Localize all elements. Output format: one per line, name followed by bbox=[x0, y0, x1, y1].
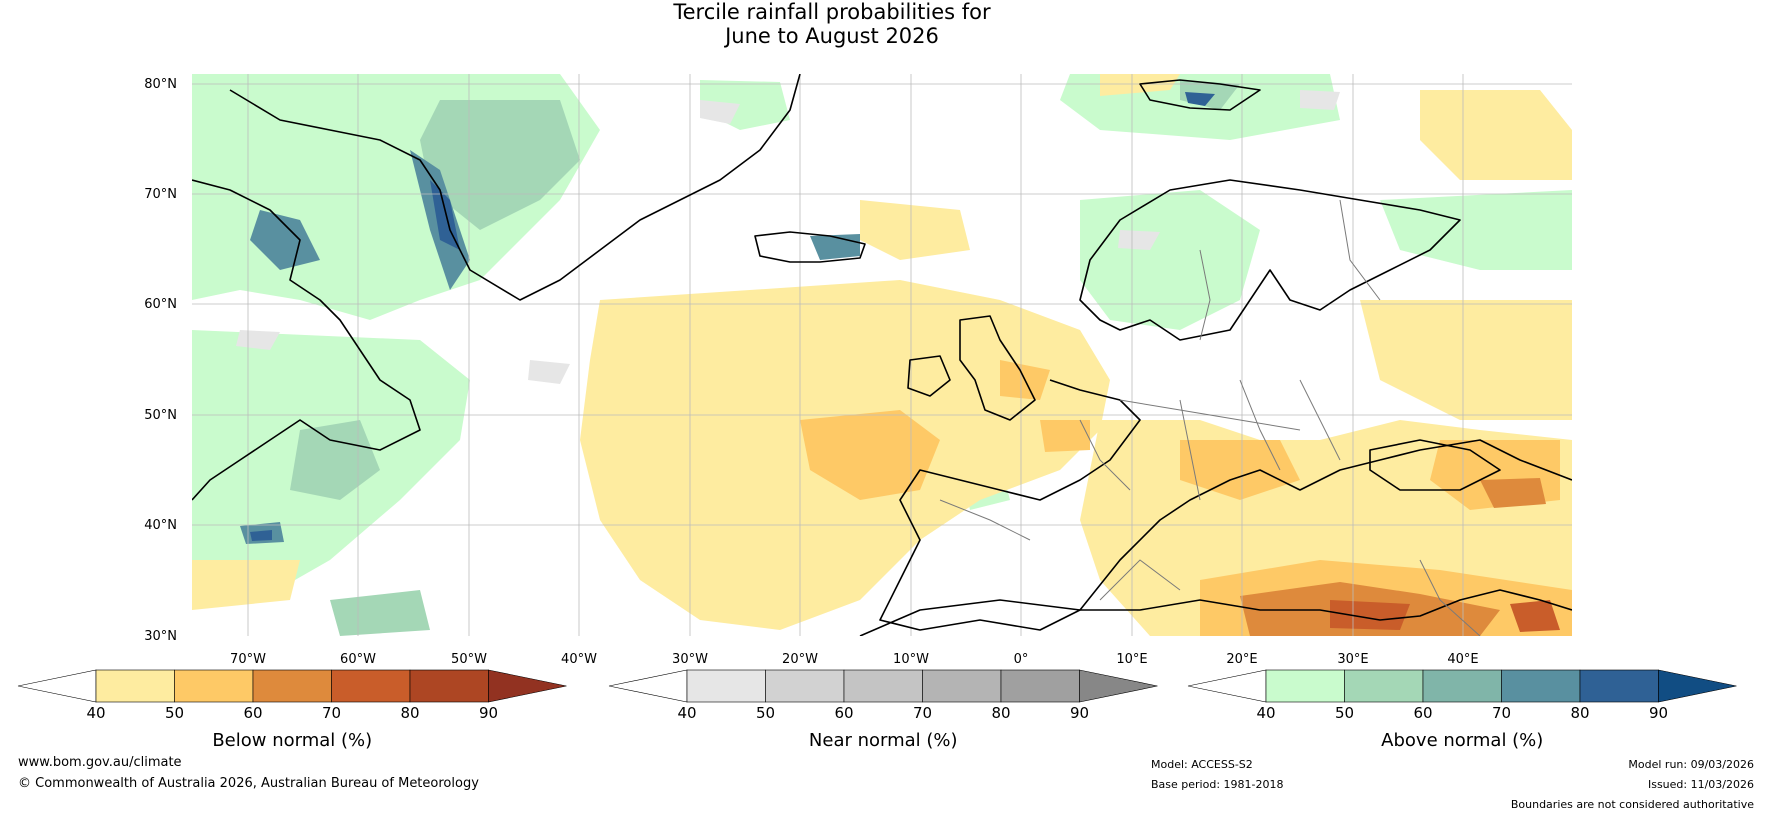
latitude-labels: 80°N 70°N 60°N 50°N 40°N 30°N bbox=[144, 77, 177, 644]
above-normal-colorbar-label: Above normal (%) bbox=[1381, 730, 1543, 751]
canada-coast bbox=[192, 179, 421, 501]
lat-label-50n: 50°N bbox=[144, 408, 177, 423]
lat-label-80n: 80°N bbox=[144, 77, 177, 92]
lat-label-60n: 60°N bbox=[144, 297, 177, 312]
lon-label-30w: 30°W bbox=[672, 652, 708, 667]
near-normal-colorbar-tick-label: 70 bbox=[913, 704, 932, 722]
above-normal-colorbar-segment bbox=[1344, 669, 1424, 703]
model-run-text: Model run: 09/03/2026 bbox=[1628, 758, 1754, 771]
graticule bbox=[192, 74, 1572, 636]
disclaimer-text: Boundaries are not considered authoritat… bbox=[1510, 798, 1754, 811]
near-normal-colorbar-segment bbox=[765, 669, 845, 703]
map-title: Tercile rainfall probabilities for June … bbox=[0, 0, 1764, 48]
uk-coast bbox=[959, 315, 1036, 421]
below-normal-colorbar-high-extension bbox=[488, 669, 567, 703]
above-normal-colorbar-tick-label: 80 bbox=[1570, 704, 1589, 722]
lon-label-70w: 70°W bbox=[230, 652, 266, 667]
below-normal-colorbar-segment bbox=[174, 669, 254, 703]
lon-label-60w: 60°W bbox=[340, 652, 376, 667]
probability-shading bbox=[192, 74, 1572, 636]
base-period-text: Base period: 1981-2018 bbox=[1151, 778, 1284, 791]
issued-text: Issued: 11/03/2026 bbox=[1647, 778, 1754, 791]
below-normal-colorbar-tick-label: 60 bbox=[243, 704, 262, 722]
near-normal-colorbar-label: Near normal (%) bbox=[809, 730, 958, 751]
iceland-coast bbox=[754, 231, 866, 263]
below-normal-colorbar-segment bbox=[252, 669, 332, 703]
lon-label-50w: 50°W bbox=[451, 652, 487, 667]
black-sea-coast bbox=[1369, 439, 1501, 491]
near-normal-colorbar-tick-label: 80 bbox=[991, 704, 1010, 722]
above-normal-strong-areas bbox=[290, 80, 1240, 636]
lat-label-70n: 70°N bbox=[144, 187, 177, 202]
above-normal-colorbar-segment bbox=[1501, 669, 1581, 703]
near-normal-colorbar-low-extension bbox=[608, 669, 688, 703]
greenland-coast bbox=[229, 74, 801, 301]
country-borders bbox=[939, 199, 1481, 636]
above-normal-colorbar-segment bbox=[1265, 669, 1345, 703]
near-normal-colorbar: 40 50 60 70 80 90 Near normal (%) bbox=[608, 669, 1158, 751]
near-normal-colorbar-segment bbox=[843, 669, 923, 703]
lon-label-20w: 20°W bbox=[782, 652, 818, 667]
svalbard-coast bbox=[1139, 79, 1261, 111]
near-normal-colorbar-tick-label: 60 bbox=[834, 704, 853, 722]
map-panel bbox=[192, 74, 1572, 636]
below-normal-colorbar-tick-label: 50 bbox=[165, 704, 184, 722]
below-normal-colorbar-tick-label: 70 bbox=[322, 704, 341, 722]
below-normal-colorbar: 40 50 60 70 80 90 Below normal (%) bbox=[17, 669, 567, 751]
near-normal-colorbar-segment bbox=[686, 669, 766, 703]
above-normal-extreme-areas bbox=[250, 92, 1215, 541]
near-normal-colorbar-high-extension bbox=[1079, 669, 1158, 703]
below-normal-colorbar-low-extension bbox=[17, 669, 97, 703]
near-normal-colorbar-tick-label: 50 bbox=[756, 704, 775, 722]
below-normal-colorbar-tick-label: 80 bbox=[400, 704, 419, 722]
above-normal-colorbar-segment bbox=[1579, 669, 1659, 703]
below-normal-colorbar-tick-label: 90 bbox=[479, 704, 498, 722]
lon-label-30e: 30°E bbox=[1337, 652, 1368, 667]
below-normal-colorbar-label: Below normal (%) bbox=[212, 730, 372, 751]
longitude-labels: 70°W 60°W 50°W 40°W 30°W 20°W 10°W 0° 10… bbox=[230, 652, 1479, 667]
near-normal-colorbar-tick-label: 90 bbox=[1070, 704, 1089, 722]
near-normal-colorbar-segment bbox=[1000, 669, 1080, 703]
above-normal-colorbar-tick-label: 40 bbox=[1256, 704, 1275, 722]
title-line-1: Tercile rainfall probabilities for bbox=[673, 0, 991, 24]
lon-label-0: 0° bbox=[1014, 652, 1029, 667]
copyright-text: © Commonwealth of Australia 2026, Austra… bbox=[18, 776, 479, 791]
website-text: www.bom.gov.au/climate bbox=[18, 755, 182, 770]
below-normal-colorbar-segment bbox=[331, 669, 411, 703]
near-normal-colorbar-segment bbox=[922, 669, 1002, 703]
above-normal-colorbar-high-extension bbox=[1658, 669, 1737, 703]
lat-label-40n: 40°N bbox=[144, 518, 177, 533]
near-normal-colorbar-tick-label: 40 bbox=[677, 704, 696, 722]
north-africa-coast bbox=[859, 589, 1572, 636]
coastlines bbox=[192, 74, 1572, 636]
colorbars: 40 50 60 70 80 90 Below normal (%) 40 50 60 70 80 90… bbox=[17, 669, 1737, 751]
above-normal-colorbar-low-extension bbox=[1187, 669, 1267, 703]
lat-label-30n: 30°N bbox=[144, 629, 177, 644]
above-normal-colorbar-tick-label: 60 bbox=[1413, 704, 1432, 722]
below-normal-colorbar-segment bbox=[95, 669, 175, 703]
scandinavia-coast bbox=[1079, 179, 1461, 341]
above-normal-colorbar-segment bbox=[1422, 669, 1502, 703]
lon-label-10e: 10°E bbox=[1116, 652, 1147, 667]
above-normal-colorbar-tick-label: 70 bbox=[1492, 704, 1511, 722]
lon-label-40e: 40°E bbox=[1447, 652, 1478, 667]
above-normal-colorbar: 40 50 60 70 80 90 Above normal (%) bbox=[1187, 669, 1737, 751]
below-normal-colorbar-tick-label: 40 bbox=[86, 704, 105, 722]
model-text: Model: ACCESS-S2 bbox=[1151, 758, 1253, 771]
lon-label-20e: 20°E bbox=[1226, 652, 1257, 667]
europe-coast bbox=[879, 379, 1572, 631]
lon-label-40w: 40°W bbox=[561, 652, 597, 667]
above-normal-colorbar-tick-label: 90 bbox=[1649, 704, 1668, 722]
lon-label-10w: 10°W bbox=[893, 652, 929, 667]
below-normal-colorbar-segment bbox=[409, 669, 489, 703]
below-normal-very-high-areas bbox=[1330, 600, 1560, 632]
title-line-2: June to August 2026 bbox=[725, 24, 939, 48]
ireland-coast bbox=[907, 355, 951, 397]
above-normal-colorbar-tick-label: 50 bbox=[1335, 704, 1354, 722]
